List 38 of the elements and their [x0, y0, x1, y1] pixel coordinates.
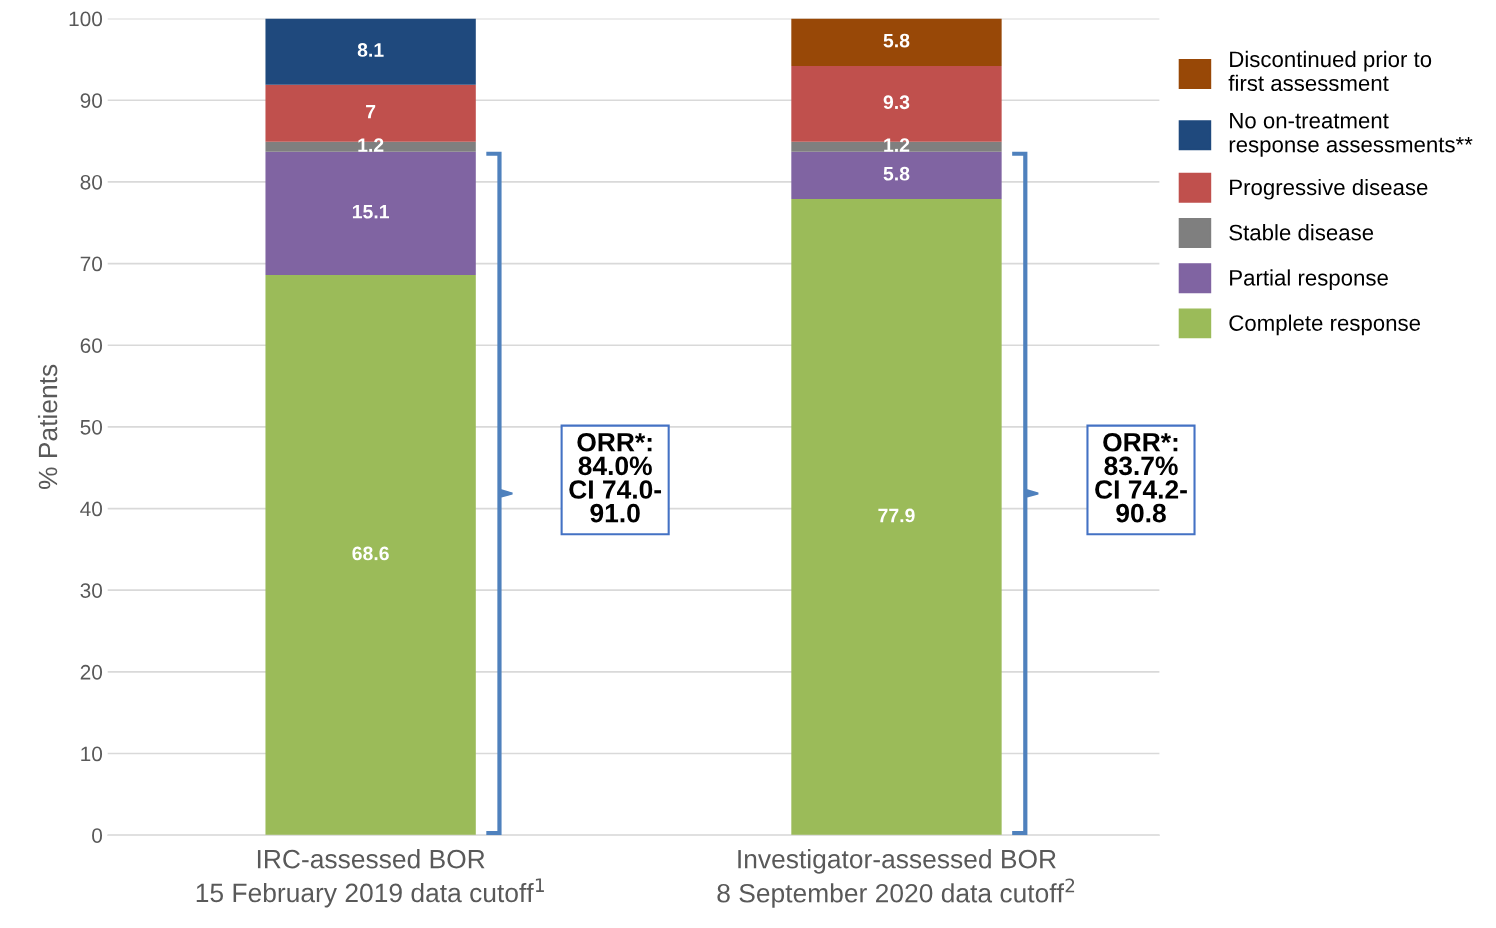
x-tick-label: Investigator-assessed BOR 8 September 2020 data cutoff$^{2}$ [717, 849, 1075, 908]
data-label: 5.8 [883, 33, 910, 48]
y-tick-label: 90 [80, 93, 103, 108]
data-label: 9.3 [883, 95, 910, 110]
bar [791, 18, 1002, 66]
bar [791, 151, 1002, 200]
y-tick-label: 30 [80, 583, 103, 598]
legend-label: Discontinued prior to first assessment [1228, 50, 1432, 92]
y-tick-label: 50 [80, 419, 103, 435]
bar [265, 151, 476, 275]
y-tick-label: 60 [80, 338, 103, 353]
data-label: 77.9 [878, 508, 915, 523]
data-label: 8.1 [357, 43, 384, 57]
y-tick-label: 40 [80, 501, 103, 517]
data-label: 5.8 [883, 166, 910, 181]
legend-label: Complete response [1229, 314, 1420, 336]
legend-label: No on-treatment response assessments** [1229, 112, 1473, 157]
annotation: ORR*: 83.7% CI 74.2- 90.8 [1095, 432, 1187, 523]
legend-label: Partial response [1230, 269, 1388, 291]
data-label: 68.6 [352, 546, 389, 561]
data-label: 15.1 [352, 204, 390, 219]
legend-label: Stable disease [1229, 224, 1374, 241]
y-tick-label: 100 [69, 11, 103, 27]
x-tick-label: IRC-assessed BOR 15 February 2019 data cutoff$^{1}$ [196, 849, 544, 908]
data-label: 1.2 [884, 138, 910, 152]
y-tick-label: 0 [92, 828, 103, 843]
y-tick-label: 20 [80, 664, 103, 680]
y-axis-title: % Patients [37, 364, 58, 490]
data-label: 7 [366, 104, 376, 119]
bar [265, 274, 476, 836]
bar [791, 199, 1002, 836]
data-label: 1.2 [358, 138, 384, 152]
annotation: ORR*: 84.0% CI 74.0- 91.0 [569, 432, 662, 523]
bar [265, 18, 476, 85]
legend-label: Progressive disease [1230, 178, 1428, 200]
y-tick-label: 80 [80, 174, 103, 190]
y-tick-label: 10 [81, 746, 103, 762]
y-tick-label: 70 [80, 256, 103, 272]
